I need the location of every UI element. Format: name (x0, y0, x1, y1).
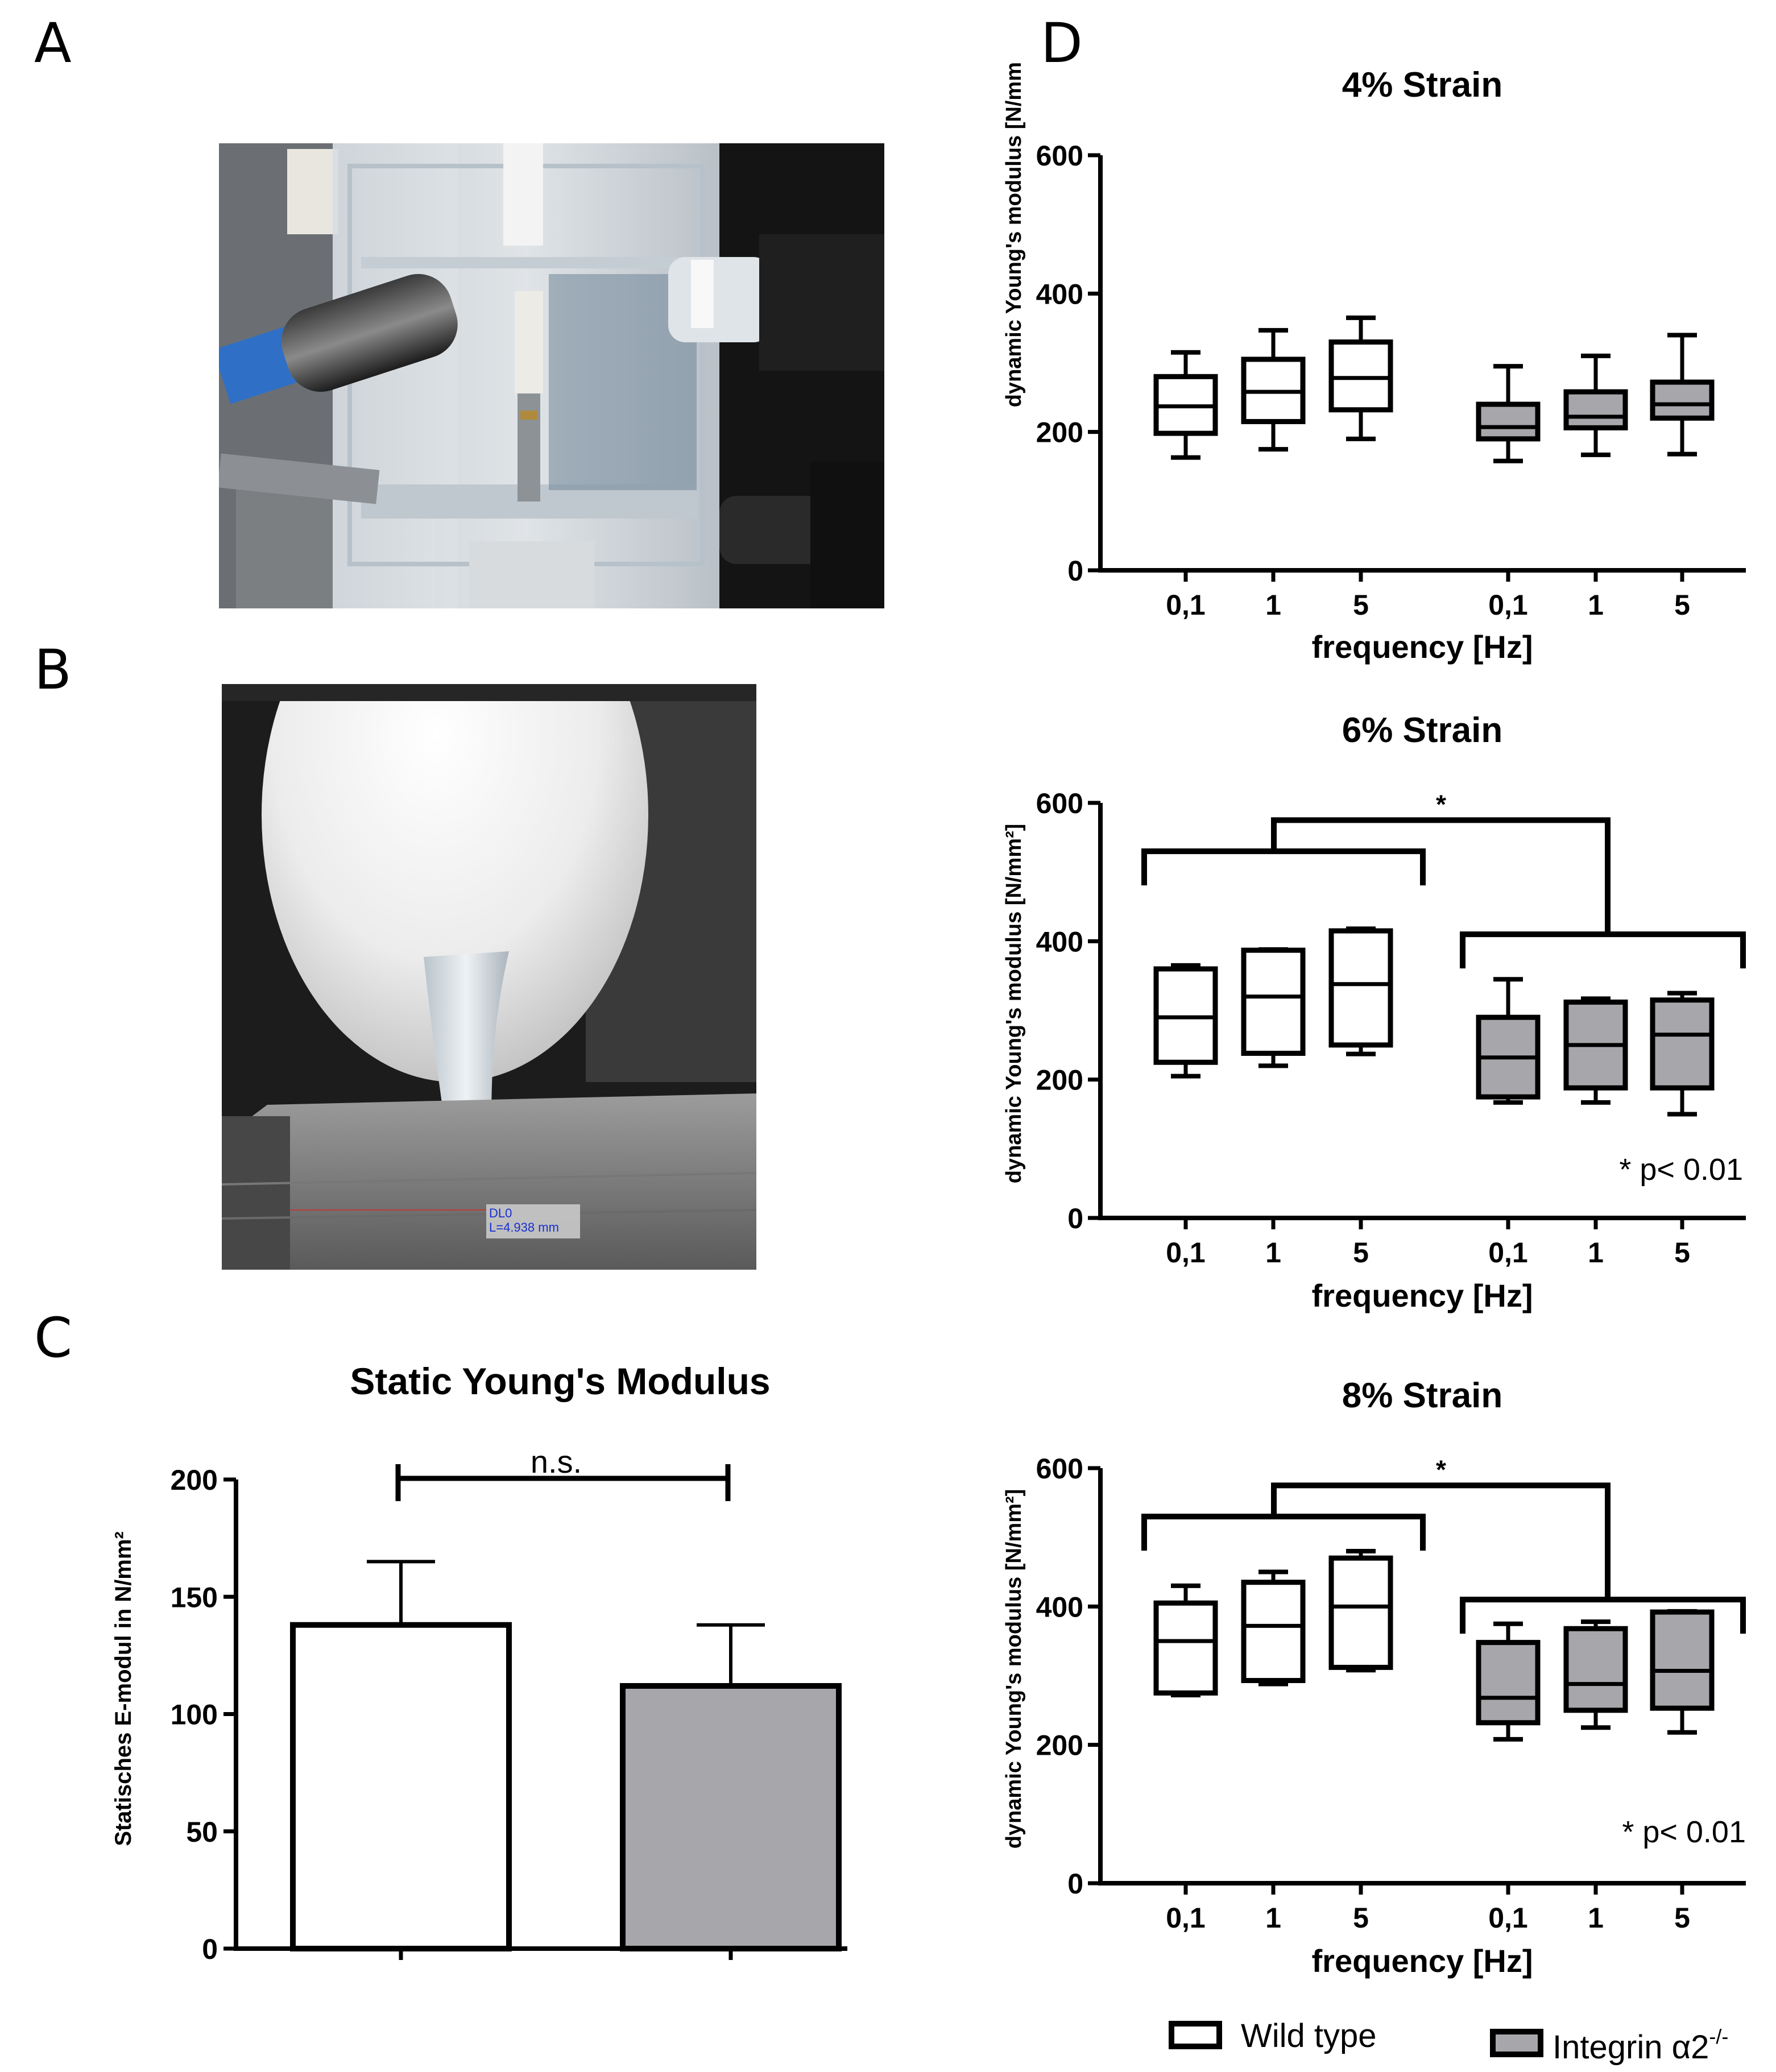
legend-swatch-integrin (1490, 2029, 1543, 2057)
box (1328, 339, 1393, 413)
x-tick-label: 0,1 (1488, 1902, 1528, 1934)
photo-tendon-specimen: DL0 L=4.938 mm (222, 684, 756, 1270)
measure-caption-line2: L=4.938 mm (489, 1220, 559, 1235)
x-tick-label: 1 (1265, 589, 1281, 621)
bar (290, 1622, 512, 1951)
y-tick-label: 200 (1036, 1730, 1083, 1762)
group-bracket-integrin (1460, 931, 1746, 969)
box (1476, 401, 1541, 442)
p-value-note: * p< 0.01 (1619, 1153, 1743, 1187)
p-value-note: * p< 0.01 (1622, 1815, 1746, 1849)
bar (620, 1683, 842, 1951)
y-tick-label: 0 (202, 1933, 218, 1965)
chart-title: 6% Strain (1342, 711, 1503, 750)
x-tick-label: 0,1 (1166, 589, 1206, 621)
x-tick-label: 1 (1265, 1902, 1281, 1934)
x-tick-label: 1 (1265, 1237, 1281, 1269)
y-tick-label: 400 (1036, 926, 1083, 958)
x-tick-label: 5 (1353, 589, 1369, 621)
measure-caption-line1: DL0 (489, 1206, 512, 1220)
x-tick-label: 0,1 (1166, 1902, 1206, 1934)
box (1563, 1626, 1628, 1713)
x-tick-label: Integrin α2-/- (649, 1971, 812, 1973)
y-tick-label: 200 (1036, 417, 1083, 449)
chart-strain-6: 6% Strain dynamic Young's modulus [N/mm²… (1002, 711, 1746, 1313)
legend-label-integrin: Integrin α2-/- (1553, 2025, 1728, 2066)
chart-title: Static Young's Modulus (350, 1360, 770, 1402)
x-tick-label: 5 (1353, 1902, 1369, 1934)
significance-star: * (1436, 1454, 1446, 1484)
y-tick-label: 200 (171, 1464, 218, 1496)
x-tick-label: 1 (1588, 589, 1604, 621)
x-axis-label: frequency [Hz] (1312, 1278, 1533, 1313)
measure-caption: DL0 L=4.938 mm (489, 1206, 559, 1235)
box (1650, 997, 1715, 1091)
legend: Wild type Integrin α2-/- (1169, 2017, 1728, 2066)
x-tick-label: 0,1 (1488, 589, 1528, 621)
x-tick-label: 0,1 (1166, 1237, 1206, 1269)
x-tick-label: 0,1 (1488, 1237, 1528, 1269)
x-tick-label: 5 (1674, 1237, 1690, 1269)
x-axis-label: frequency [Hz] (1312, 1943, 1533, 1979)
y-tick-label: 600 (1036, 140, 1083, 172)
y-tick-label: 50 (186, 1816, 218, 1848)
chart-static-youngs-modulus: Static Young's Modulus Statisches E-modu… (111, 1360, 847, 1973)
panel-label-a: A (34, 11, 72, 75)
box (1328, 1555, 1393, 1670)
legend-label-wild-type: Wild type (1241, 2017, 1377, 2054)
y-tick-label: 0 (1067, 555, 1083, 587)
chart-title: 8% Strain (1342, 1376, 1503, 1415)
significance-star: * (1436, 789, 1446, 819)
box (1563, 389, 1628, 430)
panel-label-b: B (34, 638, 72, 702)
group-bracket-integrin (1460, 1597, 1746, 1634)
y-tick-label: 0 (1067, 1203, 1083, 1234)
x-tick-label: 5 (1353, 1237, 1369, 1269)
y-tick-label: 0 (1067, 1868, 1083, 1900)
chart-strain-8: 8% Strain dynamic Young's modulus [N/mm²… (1002, 1376, 1746, 1979)
legend-swatch-wild-type (1169, 2021, 1222, 2049)
y-tick-label: 600 (1036, 788, 1083, 819)
y-axis-label: dynamic Young's modulus [N/mm²] (1002, 824, 1026, 1184)
y-tick-label: 600 (1036, 1453, 1083, 1485)
x-tick-label: 5 (1674, 1902, 1690, 1934)
y-tick-label: 100 (171, 1699, 218, 1731)
panel-label-d: D (1041, 11, 1083, 75)
chart-strain-4: 4% Strain dynamic Young's modulus [N/mm²… (1002, 63, 1746, 665)
y-tick-label: 150 (171, 1581, 218, 1613)
y-tick-label: 400 (1036, 278, 1083, 310)
panel-label-c: C (34, 1306, 73, 1370)
significance-bracket (1271, 817, 1611, 935)
significance-bracket (1271, 1482, 1611, 1600)
x-axis-label: frequency [Hz] (1312, 629, 1533, 665)
box (1153, 1600, 1218, 1696)
box (1650, 379, 1715, 421)
box (1328, 928, 1393, 1048)
x-tick-label: 1 (1588, 1237, 1604, 1269)
x-tick-label: 5 (1674, 589, 1690, 621)
significance-label: n.s. (531, 1444, 582, 1480)
box (1241, 1580, 1306, 1684)
chart-title: 4% Strain (1342, 65, 1503, 105)
x-tick-label: 1 (1588, 1902, 1604, 1934)
y-tick-label: 200 (1036, 1064, 1083, 1096)
y-axis-label: Statisches E-modul in N/mm² (111, 1531, 136, 1846)
box (1650, 1609, 1715, 1711)
box (1476, 1640, 1541, 1726)
y-tick-label: 400 (1036, 1591, 1083, 1623)
photo-test-apparatus (219, 143, 884, 608)
y-axis-label: dynamic Young's modulus [N/mm²] (1002, 63, 1026, 407)
group-bracket-wild-type (1141, 1514, 1426, 1551)
box (1241, 947, 1306, 1056)
y-axis-label: dynamic Young's modulus [N/mm²] (1002, 1489, 1026, 1849)
group-bracket-wild-type (1141, 848, 1426, 886)
